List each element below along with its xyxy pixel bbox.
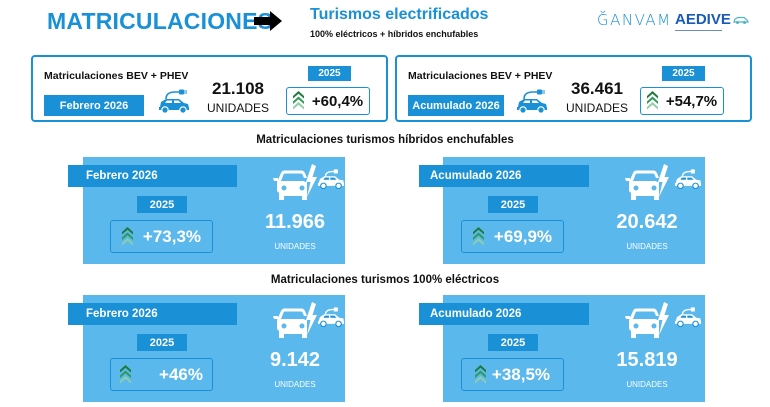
change-box: +38,5% — [461, 358, 564, 391]
compare-year-badge: 2025 — [137, 196, 187, 213]
car-lightning-icon — [271, 164, 319, 206]
growth-chevrons-icon — [647, 91, 658, 111]
right-arrow-icon — [254, 11, 282, 31]
growth-chevrons-icon — [473, 227, 484, 247]
change-box: +46% — [110, 358, 213, 391]
growth-chevrons-icon — [120, 365, 131, 385]
change-value: +73,3% — [142, 226, 202, 246]
change-value: +69,9% — [493, 226, 553, 246]
panel-value: 20.642 — [616, 211, 678, 233]
period-label-text: Acumulado 2026 — [430, 170, 522, 182]
change-value: +60,4% — [311, 92, 364, 110]
subsubtitle: 100% eléctricos + híbridos enchufables — [310, 29, 479, 39]
change-value: +46% — [159, 364, 203, 384]
growth-chevrons-icon — [293, 91, 304, 111]
summary-unit: UNIDADES — [206, 101, 269, 115]
car-lightning-icon — [623, 302, 671, 344]
period-label: Febrero 2026 — [44, 95, 144, 116]
period-label: Acumulado 2026 — [419, 303, 589, 325]
summary-title: Matriculaciones BEV + PHEV — [408, 70, 553, 82]
panel-unit: UNIDADES — [626, 242, 668, 251]
page-title: MATRICULACIONES — [47, 8, 274, 34]
compare-year-badge: 2025 — [137, 334, 187, 351]
change-value: +54,7% — [665, 92, 718, 110]
summary-value: 21.108 — [212, 79, 264, 98]
panel-value: 11.966 — [264, 211, 326, 233]
ganvam-logo: ĞANVAM — [597, 11, 672, 29]
compare-year-badge: 2025 — [488, 334, 538, 351]
panel-unit: UNIDADES — [274, 242, 316, 251]
aedive-car-icon — [733, 16, 749, 24]
panel-unit: UNIDADES — [274, 380, 316, 389]
compare-year-badge: 2025 — [488, 196, 538, 213]
panel-value: 15.819 — [616, 349, 678, 371]
compare-year-badge: 2025 — [662, 66, 705, 81]
growth-chevrons-icon — [475, 365, 486, 385]
section-title-bev: Matriculaciones turismos 100% eléctricos — [270, 274, 500, 286]
period-label-text: Acumulado 2026 — [430, 308, 522, 320]
period-label: Acumulado 2026 — [408, 95, 504, 116]
change-box: +73,3% — [110, 220, 213, 253]
aedive-logo: AEDIVE — [675, 11, 749, 31]
section-title-phev: Matriculaciones turismos híbridos enchuf… — [256, 134, 514, 146]
car-lightning-icon — [271, 302, 319, 344]
change-value: +38,5% — [491, 364, 551, 384]
summary-title: Matriculaciones BEV + PHEV — [44, 70, 189, 82]
panel-value: 9.142 — [269, 349, 321, 371]
period-label: Febrero 2026 — [68, 303, 237, 325]
summary-card-febrero: Matriculaciones BEV + PHEV Febrero 2026 … — [31, 55, 388, 122]
electric-car-plug-icon — [515, 87, 549, 115]
period-label-text: Febrero 2026 — [86, 170, 158, 182]
car-lightning-icon — [623, 164, 671, 206]
electric-car-plug-icon — [157, 87, 191, 115]
panel-unit: UNIDADES — [626, 380, 668, 389]
change-box: +60,4% — [286, 87, 370, 115]
change-box: +54,7% — [640, 87, 724, 115]
compare-year-badge: 2025 — [308, 66, 351, 81]
change-box: +69,9% — [461, 220, 564, 253]
subtitle: Turismos electrificados — [310, 6, 489, 23]
period-label: Acumulado 2026 — [419, 165, 589, 187]
aedive-underline — [675, 30, 722, 31]
aedive-logo-text: AEDIVE — [675, 11, 731, 28]
period-label: Febrero 2026 — [68, 165, 237, 187]
period-label-text: Febrero 2026 — [86, 308, 158, 320]
summary-value: 36.461 — [571, 79, 623, 98]
summary-card-acumulado: Matriculaciones BEV + PHEV Acumulado 202… — [395, 55, 752, 122]
growth-chevrons-icon — [122, 227, 133, 247]
summary-unit: UNIDADES — [565, 101, 628, 115]
